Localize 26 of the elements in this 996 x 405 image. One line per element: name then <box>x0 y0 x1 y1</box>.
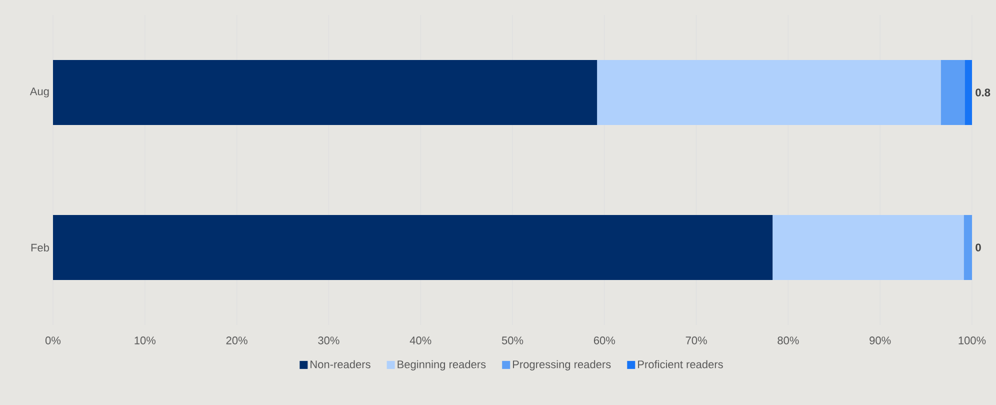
bar <box>964 214 972 280</box>
legend-label: Beginning readers <box>398 360 486 370</box>
bar <box>772 214 964 280</box>
x-tick-label: 60% <box>594 336 616 344</box>
x-tick-label: 20% <box>226 336 248 344</box>
data-label: 0 <box>976 244 981 252</box>
x-tick-label: 0% <box>45 336 61 344</box>
data-label: 0.8 <box>976 88 990 96</box>
x-tick-label: 80% <box>778 336 799 344</box>
x-tick-label: 30% <box>318 336 340 344</box>
x-tick-label: 100% <box>958 336 986 344</box>
bar <box>940 60 965 126</box>
y-tick-label: Aug <box>30 88 49 98</box>
bar <box>597 60 941 126</box>
x-tick-label: 10% <box>134 336 156 344</box>
bar <box>53 214 773 280</box>
legend-label: Non-readers <box>310 360 370 368</box>
x-tick-label: 40% <box>410 336 432 344</box>
x-tick-label: 50% <box>502 336 524 344</box>
y-tick-label: Feb <box>31 243 49 252</box>
bar <box>964 60 972 126</box>
x-tick-label: 70% <box>686 336 707 344</box>
legend-label: Proficient readers <box>638 360 723 368</box>
bar <box>53 60 598 126</box>
legend-label: Progressing readers <box>512 360 611 370</box>
x-tick-label: 90% <box>870 336 891 344</box>
